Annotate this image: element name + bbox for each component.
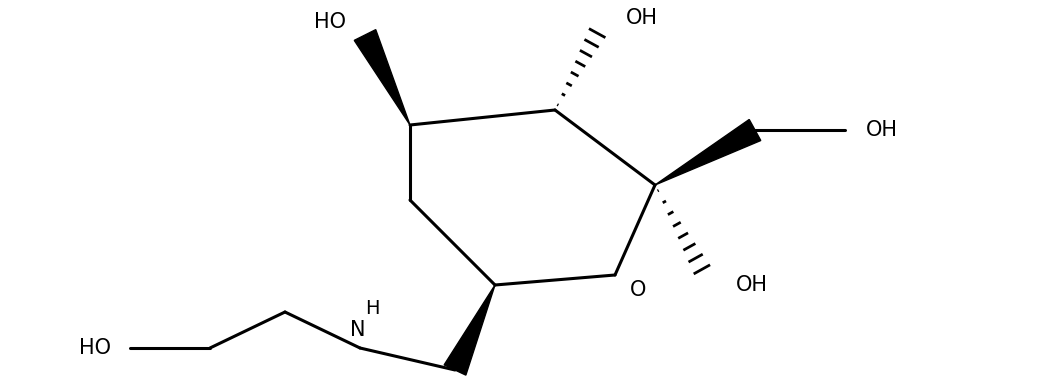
Text: OH: OH <box>736 275 768 295</box>
Text: OH: OH <box>626 8 658 28</box>
Polygon shape <box>354 30 410 125</box>
Text: OH: OH <box>866 120 898 140</box>
Text: HO: HO <box>79 338 111 358</box>
Polygon shape <box>655 119 761 185</box>
Text: N: N <box>350 320 366 340</box>
Text: HO: HO <box>314 12 346 32</box>
Text: O: O <box>630 280 646 300</box>
Text: H: H <box>365 299 379 318</box>
Polygon shape <box>444 285 495 375</box>
